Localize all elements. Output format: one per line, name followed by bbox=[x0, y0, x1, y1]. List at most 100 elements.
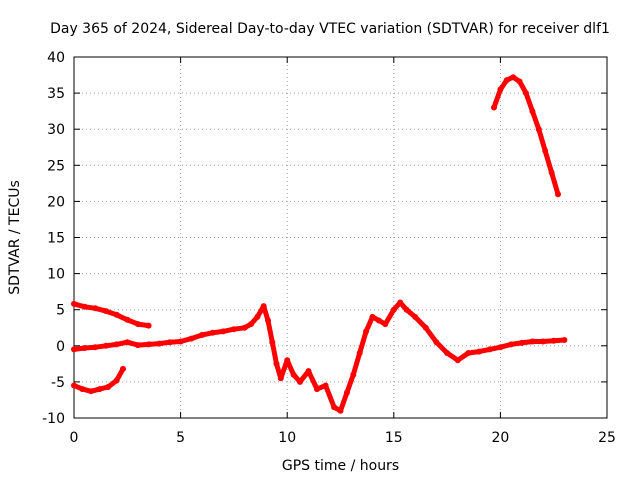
data-point bbox=[81, 303, 88, 310]
data-point bbox=[444, 350, 451, 356]
data-point bbox=[305, 368, 312, 375]
data-point bbox=[465, 350, 472, 356]
data-point bbox=[145, 341, 152, 348]
data-point bbox=[103, 342, 109, 349]
data-point bbox=[113, 377, 120, 384]
data-point bbox=[433, 339, 440, 346]
data-point bbox=[331, 404, 338, 411]
y-tick-label: 25 bbox=[47, 158, 65, 174]
data-point bbox=[71, 300, 77, 307]
data-point bbox=[241, 324, 248, 331]
data-point bbox=[561, 337, 568, 343]
data-point bbox=[518, 339, 525, 346]
data-point bbox=[188, 335, 195, 342]
data-point bbox=[529, 108, 536, 115]
data-series bbox=[71, 74, 568, 414]
data-point bbox=[254, 313, 261, 320]
data-point bbox=[105, 384, 112, 390]
data-point bbox=[88, 388, 95, 395]
data-point bbox=[550, 337, 557, 344]
data-point bbox=[486, 346, 493, 353]
x-tick-label: 20 bbox=[491, 430, 509, 446]
data-point bbox=[124, 316, 131, 323]
data-point bbox=[397, 299, 404, 306]
data-point bbox=[523, 90, 529, 97]
data-point bbox=[96, 386, 103, 393]
y-tick-label: 5 bbox=[56, 303, 65, 319]
grid-lines bbox=[74, 57, 607, 418]
data-point bbox=[403, 306, 410, 313]
y-tick-label: 0 bbox=[56, 339, 65, 355]
chart-title: Day 365 of 2024, Sidereal Day-to-day VTE… bbox=[50, 21, 610, 37]
data-point bbox=[555, 191, 561, 198]
data-point bbox=[529, 338, 536, 345]
data-point bbox=[71, 382, 77, 389]
x-tick-label: 10 bbox=[278, 430, 296, 446]
data-point bbox=[135, 342, 141, 349]
data-point bbox=[548, 169, 555, 176]
data-point bbox=[230, 326, 237, 333]
data-point bbox=[535, 126, 542, 133]
data-point bbox=[103, 308, 109, 315]
data-point bbox=[476, 348, 483, 355]
y-tick-label: 10 bbox=[47, 267, 65, 283]
data-point bbox=[314, 386, 320, 393]
data-point bbox=[135, 321, 141, 328]
data-point bbox=[363, 328, 370, 335]
plot-frame bbox=[73, 56, 608, 419]
data-point bbox=[220, 328, 227, 335]
tick-labels: 0 5 10 15 20 25 -10 -5 0 5 10 15 20 25 30 35 40 bbox=[42, 50, 616, 446]
x-tick-label: 0 bbox=[70, 430, 79, 446]
y-tick-label: -5 bbox=[51, 375, 65, 391]
data-point bbox=[369, 313, 376, 320]
data-point bbox=[343, 389, 350, 396]
x-axis-label: GPS time / hours bbox=[282, 458, 399, 474]
data-point bbox=[156, 340, 163, 347]
y-axis-label: SDTVAR / TECUs bbox=[7, 180, 23, 295]
data-point bbox=[510, 74, 517, 81]
y-tick-label: 35 bbox=[47, 86, 65, 102]
data-point bbox=[350, 371, 357, 378]
data-point bbox=[92, 344, 99, 351]
data-point bbox=[356, 350, 363, 356]
data-point bbox=[540, 338, 546, 345]
data-point bbox=[542, 147, 549, 154]
data-point bbox=[503, 77, 510, 84]
data-point bbox=[375, 317, 382, 324]
data-point bbox=[454, 357, 461, 364]
data-point bbox=[491, 104, 497, 111]
x-tick-label: 5 bbox=[176, 430, 185, 446]
data-point bbox=[273, 360, 280, 367]
y-tick-label: -10 bbox=[42, 411, 65, 427]
data-point bbox=[516, 78, 523, 85]
data-point bbox=[260, 303, 267, 310]
data-point bbox=[382, 321, 389, 328]
y-tick-label: 30 bbox=[47, 122, 65, 138]
series-satellite-arc-3 bbox=[71, 300, 567, 414]
axis-ticks bbox=[73, 56, 608, 419]
data-point bbox=[198, 332, 205, 338]
y-tick-label: 40 bbox=[47, 50, 65, 66]
data-point bbox=[79, 386, 86, 393]
data-point bbox=[92, 305, 99, 312]
data-point bbox=[124, 339, 131, 346]
data-point bbox=[71, 346, 77, 353]
data-point bbox=[290, 371, 297, 378]
data-point bbox=[113, 311, 120, 318]
data-point bbox=[337, 407, 344, 414]
data-point bbox=[412, 313, 419, 320]
data-point bbox=[422, 324, 429, 331]
data-point bbox=[145, 322, 152, 329]
data-point bbox=[508, 341, 515, 348]
x-tick-label: 25 bbox=[598, 430, 616, 446]
y-tick-label: 15 bbox=[47, 231, 65, 247]
data-point bbox=[81, 345, 88, 351]
data-point bbox=[497, 86, 504, 93]
data-point bbox=[265, 317, 271, 324]
y-tick-label: 20 bbox=[47, 194, 65, 210]
data-point bbox=[248, 321, 254, 328]
data-point bbox=[120, 365, 126, 372]
data-point bbox=[277, 375, 284, 382]
data-point bbox=[497, 344, 504, 351]
